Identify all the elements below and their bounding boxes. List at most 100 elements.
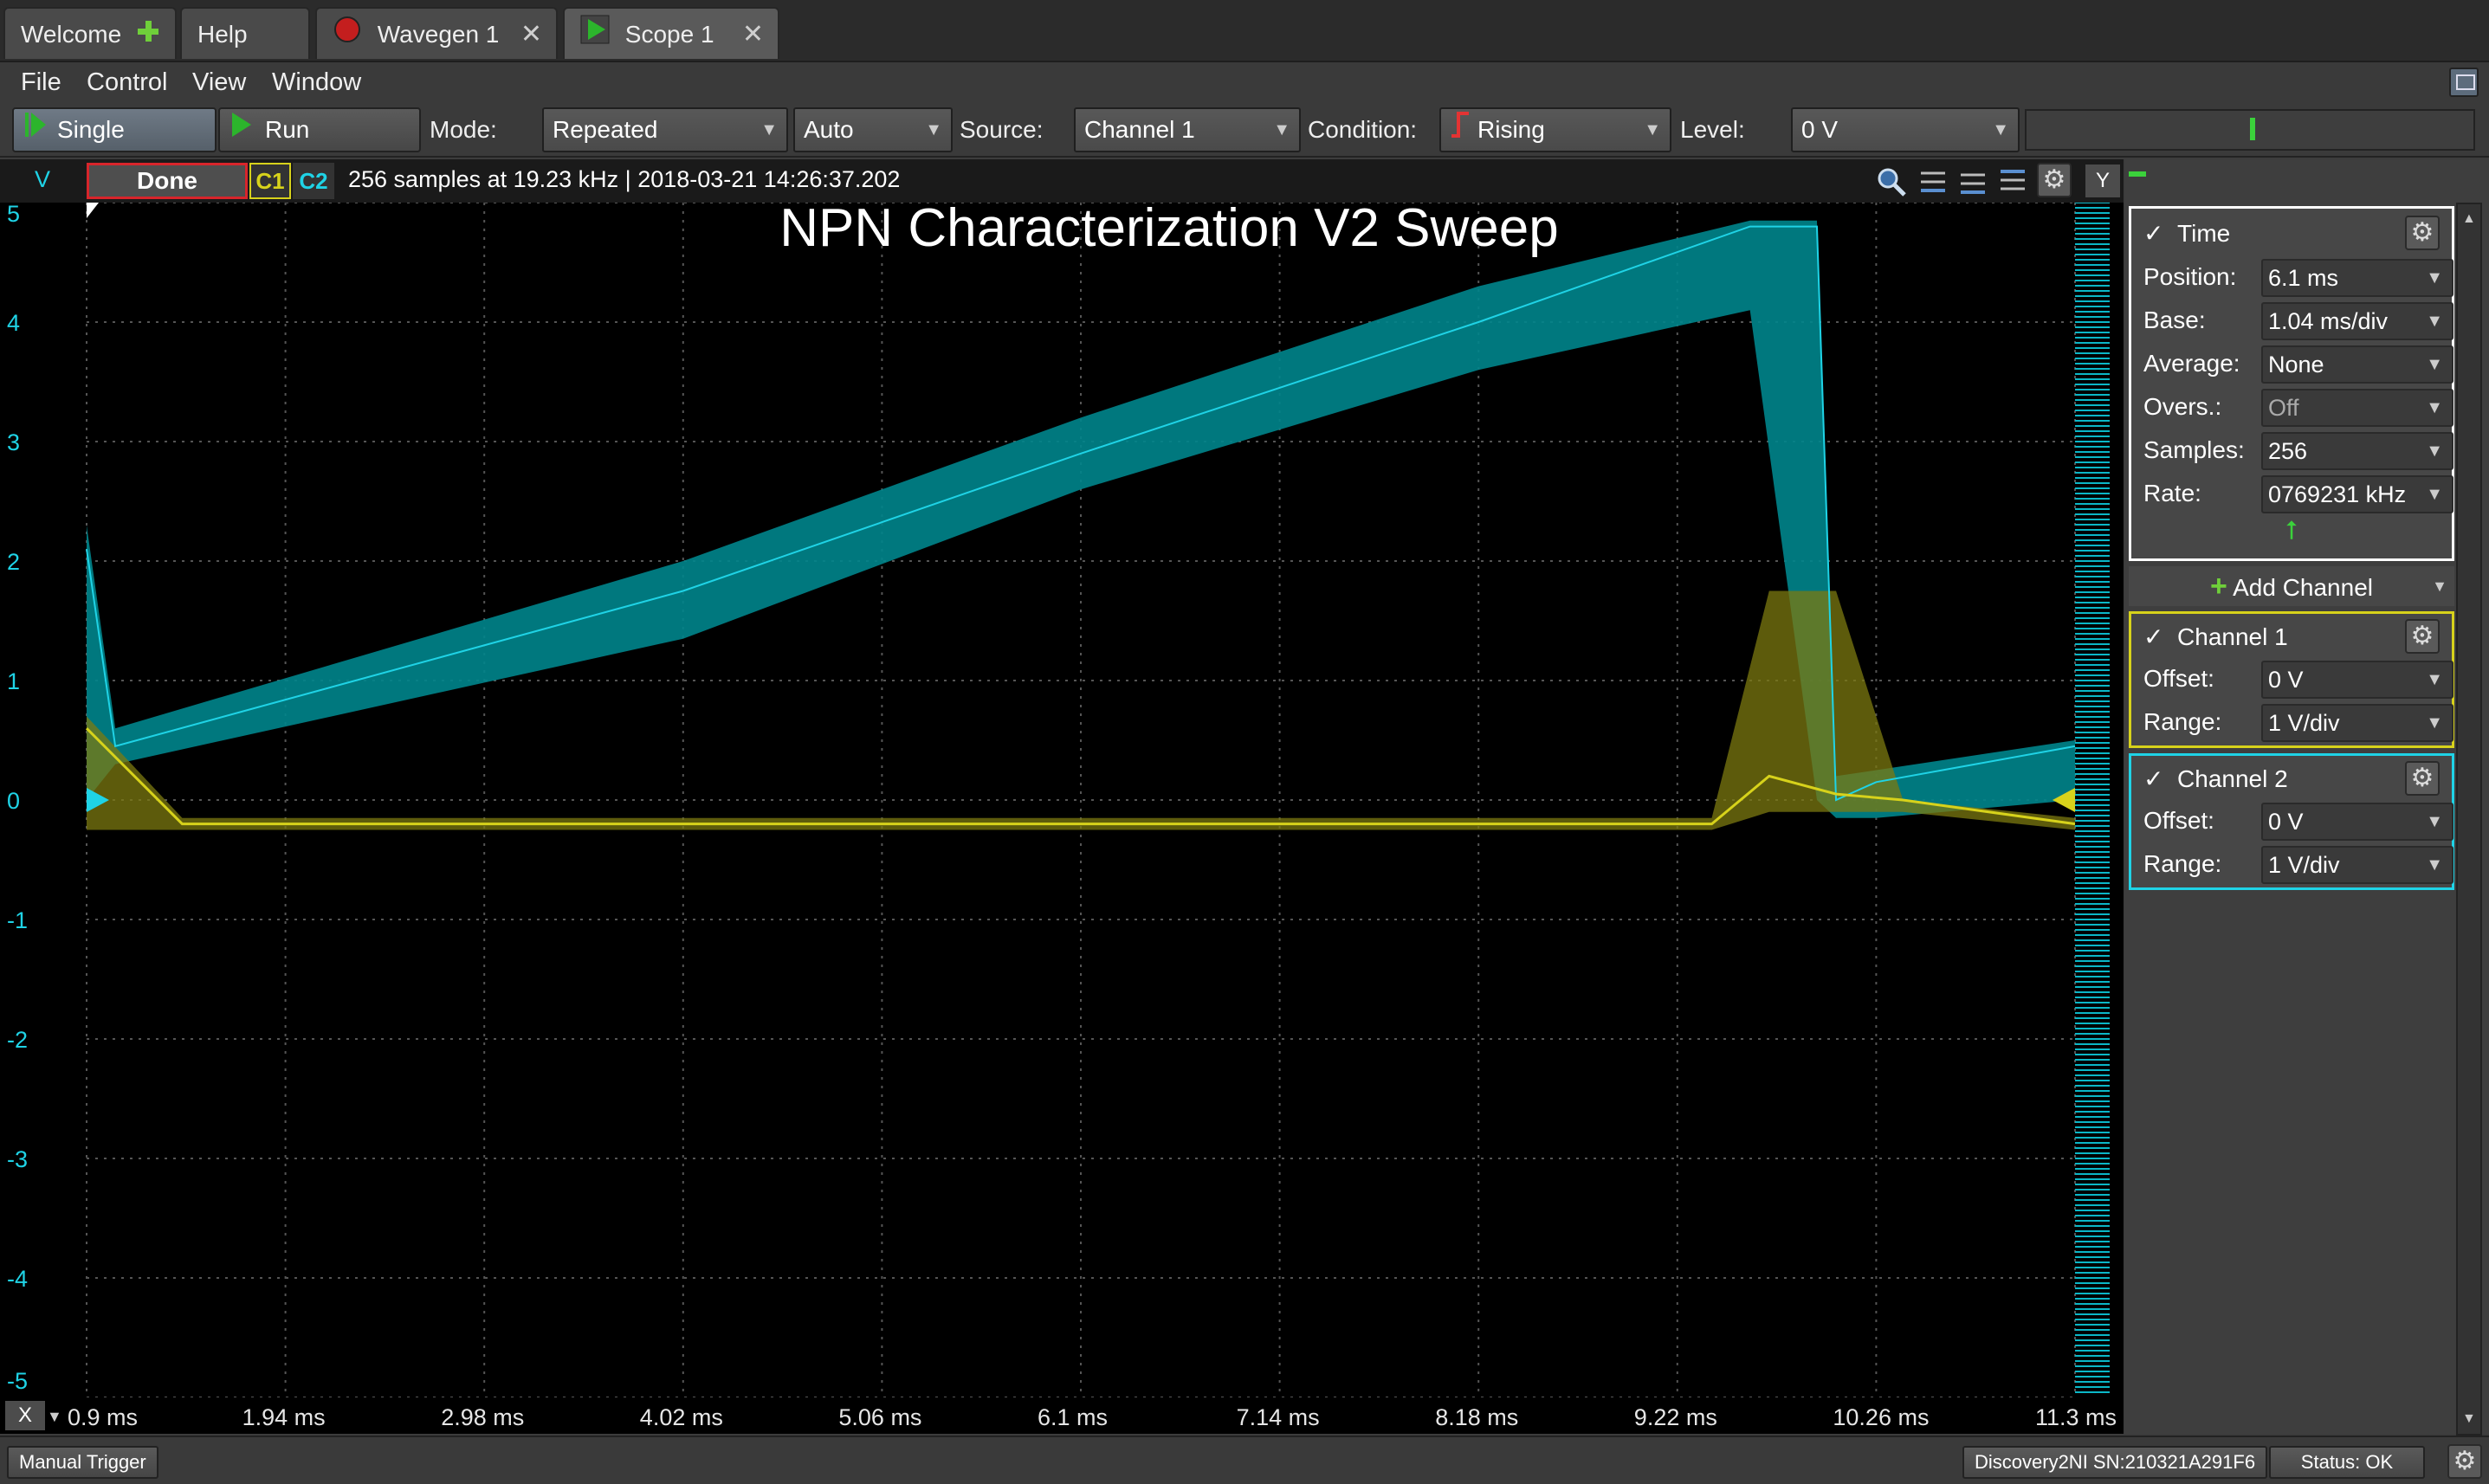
- trigger-level-marker: [2053, 788, 2075, 812]
- tab-welcome-label: Welcome: [21, 21, 122, 48]
- tab-help[interactable]: Help: [180, 7, 310, 59]
- x-tick-label: 9.22 ms: [1633, 1404, 1717, 1430]
- samples-value: 256: [2268, 438, 2308, 464]
- condition-value: Rising: [1477, 116, 1545, 143]
- x-axis-row: X ▼: [0, 1397, 2124, 1434]
- channel2-trace: [86, 225, 2076, 802]
- menu-file[interactable]: File: [21, 68, 61, 96]
- dock-window-icon[interactable]: [2449, 68, 2479, 97]
- check-icon: ✓: [2143, 765, 2164, 792]
- time-title: Time: [2177, 220, 2231, 247]
- position-field[interactable]: 6.1 ms ▼: [2261, 259, 2453, 297]
- scope-canvas[interactable]: 5 4 3 2 1 0 -1 -2 -3 -4 -5 NPN Characterization V2…: [0, 203, 2124, 1397]
- single-button[interactable]: Single: [12, 107, 217, 152]
- list-icon[interactable]: [1997, 166, 2028, 197]
- oversampling-label: Overs.:: [2143, 393, 2222, 420]
- tab-welcome[interactable]: Welcome: [3, 7, 177, 59]
- average-field[interactable]: None ▼: [2261, 345, 2453, 384]
- gear-icon[interactable]: ⚙: [2405, 216, 2440, 250]
- collapse-icon[interactable]: [2129, 171, 2146, 177]
- channel1-offset-label: Offset:: [2143, 665, 2214, 692]
- channel2-toggle[interactable]: C2: [293, 163, 334, 199]
- source-select[interactable]: Channel 1 ▼: [1074, 107, 1301, 152]
- y-unit-label: V: [35, 166, 51, 192]
- close-icon[interactable]: ✕: [741, 20, 764, 48]
- menu-view[interactable]: View: [192, 68, 247, 96]
- channel2-offset-field[interactable]: 0 V ▼: [2261, 803, 2453, 841]
- trigger-position-slider[interactable]: [2025, 109, 2475, 151]
- y-axis-button[interactable]: Y: [2085, 165, 2120, 197]
- y-tick-label: 1: [7, 668, 20, 694]
- chevron-down-icon: ▼: [2426, 268, 2443, 287]
- plus-icon[interactable]: [135, 10, 161, 62]
- menu-control[interactable]: Control: [87, 68, 168, 96]
- measure-icon[interactable]: [1957, 166, 1988, 197]
- x-tick-label: 11.3 ms: [2035, 1404, 2117, 1430]
- run-button[interactable]: Run: [218, 107, 421, 152]
- chevron-down-icon: ▼: [925, 120, 942, 139]
- close-icon[interactable]: ✕: [520, 20, 542, 48]
- gear-icon[interactable]: ⚙: [2037, 163, 2072, 197]
- oversampling-field[interactable]: Off ▼: [2261, 389, 2453, 427]
- gear-icon[interactable]: ⚙: [2405, 761, 2440, 796]
- x-axis-button[interactable]: X: [5, 1401, 45, 1430]
- menu-window[interactable]: Window: [272, 68, 362, 96]
- channel2-range-field[interactable]: 1 V/div ▼: [2261, 846, 2453, 884]
- mode-select[interactable]: Repeated ▼: [542, 107, 788, 152]
- condition-label: Condition:: [1308, 116, 1418, 143]
- y-tick-label: 5: [7, 203, 20, 227]
- y-tick-label: -1: [7, 907, 28, 933]
- chevron-down-icon: ▼: [2426, 355, 2443, 374]
- chevron-down-icon: ▼: [2426, 312, 2443, 331]
- y-tick-label: -3: [7, 1146, 28, 1172]
- condition-select[interactable]: Rising ▼: [1439, 107, 1671, 152]
- x-tick-label: 2.98 ms: [441, 1404, 525, 1430]
- chevron-down-icon: ▼: [1644, 120, 1661, 139]
- manual-trigger-button[interactable]: Manual Trigger: [7, 1446, 158, 1479]
- x-tick-label: 7.14 ms: [1236, 1404, 1320, 1430]
- oversampling-value: Off: [2268, 395, 2299, 421]
- run-label: Run: [265, 116, 310, 143]
- device-button[interactable]: Discovery2NI SN:210321A291F6: [1962, 1446, 2268, 1479]
- tab-scope-1[interactable]: Scope 1 ✕: [563, 7, 779, 59]
- position-value: 6.1 ms: [2268, 265, 2339, 291]
- level-input[interactable]: 0 V ▼: [1791, 107, 2020, 152]
- trigger-auto-select[interactable]: Auto ▼: [793, 107, 953, 152]
- arrow-up-icon[interactable]: ⭡: [2285, 517, 2298, 545]
- position-label: Position:: [2143, 263, 2237, 290]
- single-label: Single: [57, 116, 125, 143]
- cursor-icon[interactable]: [1917, 166, 1949, 197]
- time-group-header[interactable]: ✓ Time: [2143, 212, 2230, 255]
- tab-wavegen-1[interactable]: Wavegen 1 ✕: [315, 7, 558, 59]
- x-tick-label: 5.06 ms: [838, 1404, 922, 1430]
- panel-scrollbar[interactable]: ▲ ▼: [2456, 203, 2482, 1436]
- channel1-envelope: [87, 590, 2075, 830]
- channel2-title: Channel 2: [2177, 765, 2288, 792]
- base-value: 1.04 ms/div: [2268, 308, 2389, 334]
- tab-scope-label: Scope 1: [624, 21, 714, 48]
- samples-label: Samples:: [2143, 436, 2245, 463]
- channel1-offset-field[interactable]: 0 V ▼: [2261, 661, 2453, 699]
- samples-field[interactable]: 256 ▼: [2261, 432, 2453, 470]
- zoom-icon[interactable]: [1876, 166, 1907, 197]
- base-field[interactable]: 1.04 ms/div ▼: [2261, 302, 2453, 340]
- channel2-header[interactable]: ✓ Channel 2: [2143, 758, 2288, 801]
- rate-field[interactable]: 0769231 kHz ▼: [2261, 475, 2453, 513]
- add-channel-button[interactable]: + Add Channel ▼: [2129, 566, 2454, 606]
- gear-icon[interactable]: ⚙: [2447, 1444, 2482, 1479]
- rising-edge-icon: [1450, 110, 1471, 152]
- slider-handle[interactable]: [2250, 118, 2255, 140]
- tab-wavegen-label: Wavegen 1: [377, 21, 500, 48]
- chevron-down-icon[interactable]: ▼: [47, 1408, 62, 1425]
- chevron-down-icon: ▼: [760, 120, 778, 139]
- y-tick-label: 4: [7, 310, 20, 336]
- gear-icon[interactable]: ⚙: [2405, 619, 2440, 654]
- channel1-toggle[interactable]: C1: [249, 163, 291, 199]
- check-icon: ✓: [2143, 623, 2164, 650]
- channel1-range-field[interactable]: 1 V/div ▼: [2261, 704, 2453, 742]
- source-label: Source:: [960, 116, 1044, 143]
- channel1-header[interactable]: ✓ Channel 1: [2143, 616, 2288, 659]
- single-icon: [24, 110, 47, 152]
- y-tick-label: -5: [7, 1368, 28, 1394]
- acquisition-state-badge: Done: [87, 163, 248, 199]
